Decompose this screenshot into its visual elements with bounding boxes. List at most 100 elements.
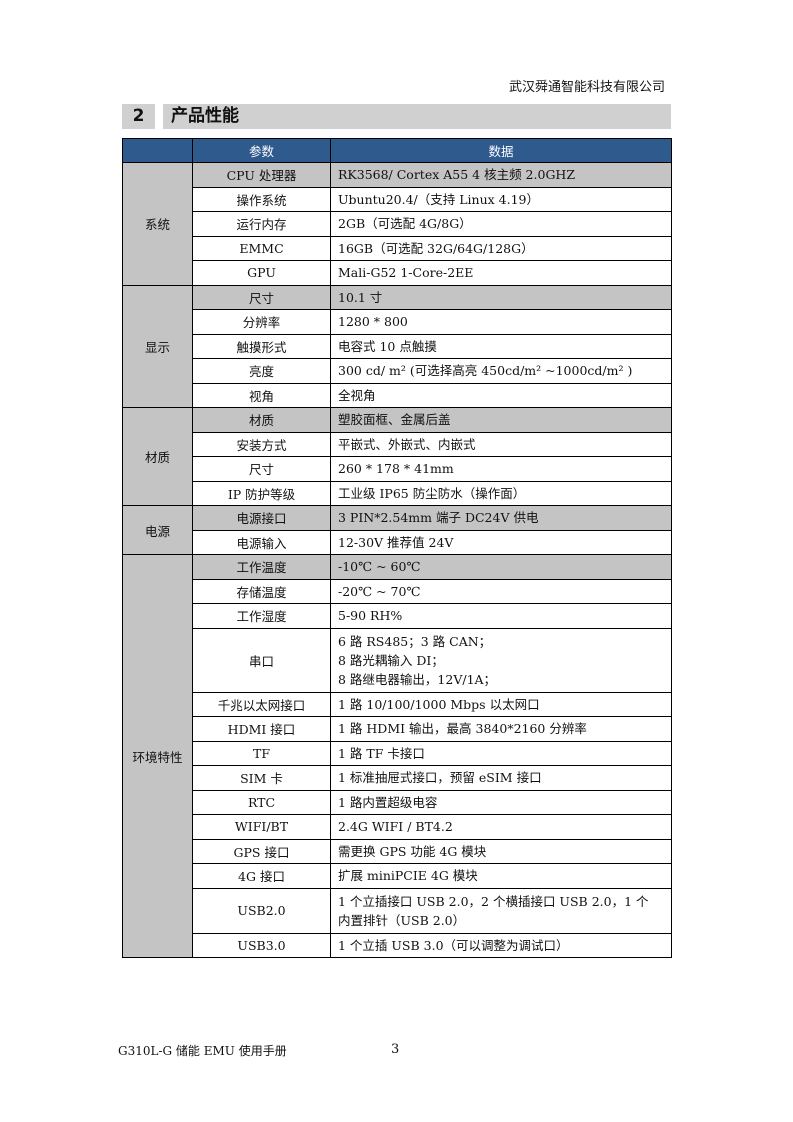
group-label: 环境特性 [122,554,193,958]
value-cell: 1 个立插 USB 3.0（可以调整为调试口） [330,932,672,958]
value-line: 1 个立插接口 USB 2.0，2 个横插接口 USB 2.0，1 个 [338,893,649,909]
value-line: 8 路继电器输出，12V/1A； [338,671,497,687]
param-cell: WIFI/BT [192,814,331,840]
value-line: 16GB（可选配 32G/64G/128G） [338,240,534,256]
table-row: 存储温度 -20℃ ~ 70℃ [123,578,672,604]
table-row: 安装方式 平嵌式、外嵌式、内嵌式 [123,431,672,457]
param-cell: 工作湿度 [192,603,331,629]
table-row: 环境特性 工作温度 -10℃ ~ 60℃ [122,554,672,958]
value-cell: 5-90 RH% [330,603,672,629]
value-line: 内置排针（USB 2.0） [338,912,466,928]
value-cell: 电容式 10 点触摸 [330,333,672,359]
value-line: 10.1 寸 [338,289,383,305]
value-line: 2GB（可选配 4G/8G） [338,216,472,232]
param-cell: 串口 [192,627,331,693]
table-row: WIFI/BT 2.4G WIFI / BT4.2 [123,814,672,840]
param-cell: TF [192,740,331,766]
header-group [122,138,193,163]
value-cell: 16GB（可选配 32G/64G/128G） [330,235,672,261]
param-cell: 分辨率 [192,309,331,335]
param-cell: HDMI 接口 [192,716,331,742]
value-line: -10℃ ~ 60℃ [338,559,421,575]
param-cell: GPS 接口 [192,838,331,864]
table-row: 操作系统 Ubuntu20.4/（支持 Linux 4.19） [123,186,672,212]
value-line: 1 标准抽屉式接口，预留 eSIM 接口 [338,770,542,786]
value-cell: 2GB（可选配 4G/8G） [330,211,672,237]
value-line: 电容式 10 点触摸 [338,338,437,354]
param-cell: CPU 处理器 [192,162,331,188]
table-row: 显示 尺寸 10.1 寸 [122,284,672,408]
value-line: 扩展 miniPCIE 4G 模块 [338,868,478,884]
value-cell: 260 * 178 * 41mm [330,456,672,482]
value-line: 1280 * 800 [338,314,408,330]
table-row: 运行内存 2GB（可选配 4G/8G） [123,211,672,237]
value-cell: Ubuntu20.4/（支持 Linux 4.19） [330,186,672,212]
value-line: 260 * 178 * 41mm [338,461,454,477]
group-label: 电源 [122,505,193,555]
value-line: 1 个立插 USB 3.0（可以调整为调试口） [338,937,569,953]
footer-doc-title: G310L-G 储能 EMU 使用手册 [118,1044,287,1058]
value-line: 6 路 RS485；3 路 CAN； [338,633,492,649]
group-label: 系统 [122,162,193,286]
value-cell: 平嵌式、外嵌式、内嵌式 [330,431,672,457]
value-cell: 1 路 HDMI 输出，最高 3840*2160 分辨率 [330,716,672,742]
table-row: 4G 接口 扩展 miniPCIE 4G 模块 [123,863,672,889]
value-cell: 300 cd/ m² (可选择高亮 450cd/m² ~1000cd/m² ) [330,358,672,384]
param-cell: USB3.0 [192,932,331,958]
param-cell: SIM 卡 [192,765,331,791]
value-cell: 10.1 寸 [330,284,672,310]
param-cell: 材质 [192,407,331,433]
table-row: GPS 接口 需更换 GPS 功能 4G 模块 [123,838,672,864]
param-cell: 安装方式 [192,431,331,457]
param-cell: RTC [192,789,331,815]
value-cell: 1280 * 800 [330,309,672,335]
group-label: 显示 [122,284,193,408]
table-row: TF 1 路 TF 卡接口 [123,740,672,766]
param-cell: 视角 [192,382,331,408]
value-line: RK3568/ Cortex A55 4 核主频 2.0GHZ [338,167,576,183]
table-row: IP 防护等级 工业级 IP65 防尘防水（操作面） [123,480,672,506]
value-cell: 3 PIN*2.54mm 端子 DC24V 供电 [330,505,672,531]
param-cell: 存储温度 [192,578,331,604]
param-cell: GPU [192,260,331,286]
table-row: 工作湿度 5-90 RH% [123,603,672,629]
page-number: 3 [391,1042,400,1057]
value-cell: 1 路内置超级电容 [330,789,672,815]
value-line: Mali-G52 1-Core-2EE [338,265,474,281]
value-cell: RK3568/ Cortex A55 4 核主频 2.0GHZ [330,162,672,188]
section-number: 2 [122,104,155,129]
param-cell: 亮度 [192,358,331,384]
param-cell: 触摸形式 [192,333,331,359]
value-line: 工业级 IP65 防尘防水（操作面） [338,485,526,501]
table-row: USB2.0 1 个立插接口 USB 2.0，2 个横插接口 USB 2.0，1 … [123,887,672,934]
value-line: 全视角 [338,387,376,403]
value-cell: 需更换 GPS 功能 4G 模块 [330,838,672,864]
table-row: 视角 全视角 [123,382,672,408]
value-line: 300 cd/ m² (可选择高亮 450cd/m² ~1000cd/m² ) [338,363,633,379]
table-row: RTC 1 路内置超级电容 [123,789,672,815]
value-line: 12-30V 推荐值 24V [338,534,454,550]
table-row: EMMC 16GB（可选配 32G/64G/128G） [123,235,672,261]
param-cell: 尺寸 [192,456,331,482]
table-row: 电源输入 12-30V 推荐值 24V [123,529,672,555]
value-cell: 1 个立插接口 USB 2.0，2 个横插接口 USB 2.0，1 个内置排针（… [330,887,672,934]
value-line: 8 路光耦输入 DI； [338,652,444,668]
table-row: USB3.0 1 个立插 USB 3.0（可以调整为调试口） [123,932,672,958]
param-cell: 4G 接口 [192,863,331,889]
value-line: 塑胶面框、金属后盖 [338,412,451,428]
value-line: 1 路 10/100/1000 Mbps 以太网口 [338,696,540,712]
value-cell: 塑胶面框、金属后盖 [330,407,672,433]
param-cell: EMMC [192,235,331,261]
table-row: SIM 卡 1 标准抽屉式接口，预留 eSIM 接口 [123,765,672,791]
param-cell: 千兆以太网接口 [192,691,331,717]
param-cell: 电源输入 [192,529,331,555]
value-cell: 1 路 10/100/1000 Mbps 以太网口 [330,691,672,717]
param-cell: 电源接口 [192,505,331,531]
value-cell: -10℃ ~ 60℃ [330,554,672,580]
value-line: 需更换 GPS 功能 4G 模块 [338,843,487,859]
value-cell: 扩展 miniPCIE 4G 模块 [330,863,672,889]
value-cell: 1 路 TF 卡接口 [330,740,672,766]
table-row: 触摸形式 电容式 10 点触摸 [123,333,672,359]
value-line: 5-90 RH% [338,608,403,624]
